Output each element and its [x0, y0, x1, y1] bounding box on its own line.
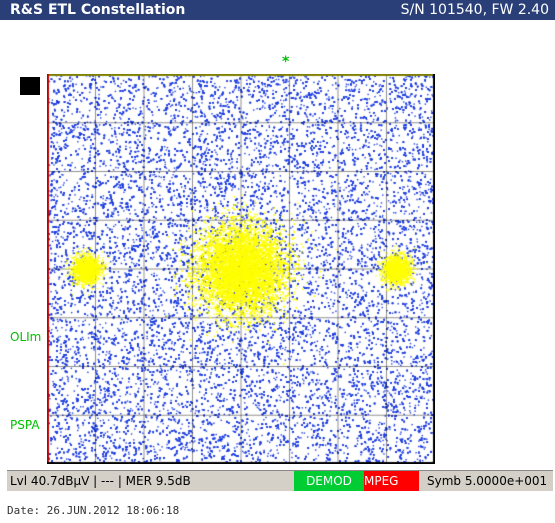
mpeg-status-badge: MPEG [364, 471, 419, 491]
pspa-label: PSPA [10, 418, 40, 432]
level-mer-readout: Lvl 40.7dBµV | --- | MER 9.5dB [10, 474, 191, 488]
constellation-diagram [47, 74, 435, 464]
symbol-rate-readout: Symb 5.0000e+001 [427, 474, 548, 488]
status-square-icon [20, 77, 40, 95]
serial-firmware: S/N 101540, FW 2.40 [400, 2, 549, 18]
date-stamp: Date: 26.JUN.2012 18:06:18 [7, 504, 180, 517]
demod-status-badge: DEMOD [294, 471, 364, 491]
status-bar: Lvl 40.7dBµV | --- | MER 9.5dB DEMOD MPE… [7, 470, 553, 491]
app-title: R&S ETL Constellation [10, 2, 186, 18]
olim-label: OLIm [10, 330, 42, 344]
marker-star-icon: * [282, 54, 290, 70]
title-bar: R&S ETL Constellation S/N 101540, FW 2.4… [0, 0, 555, 20]
